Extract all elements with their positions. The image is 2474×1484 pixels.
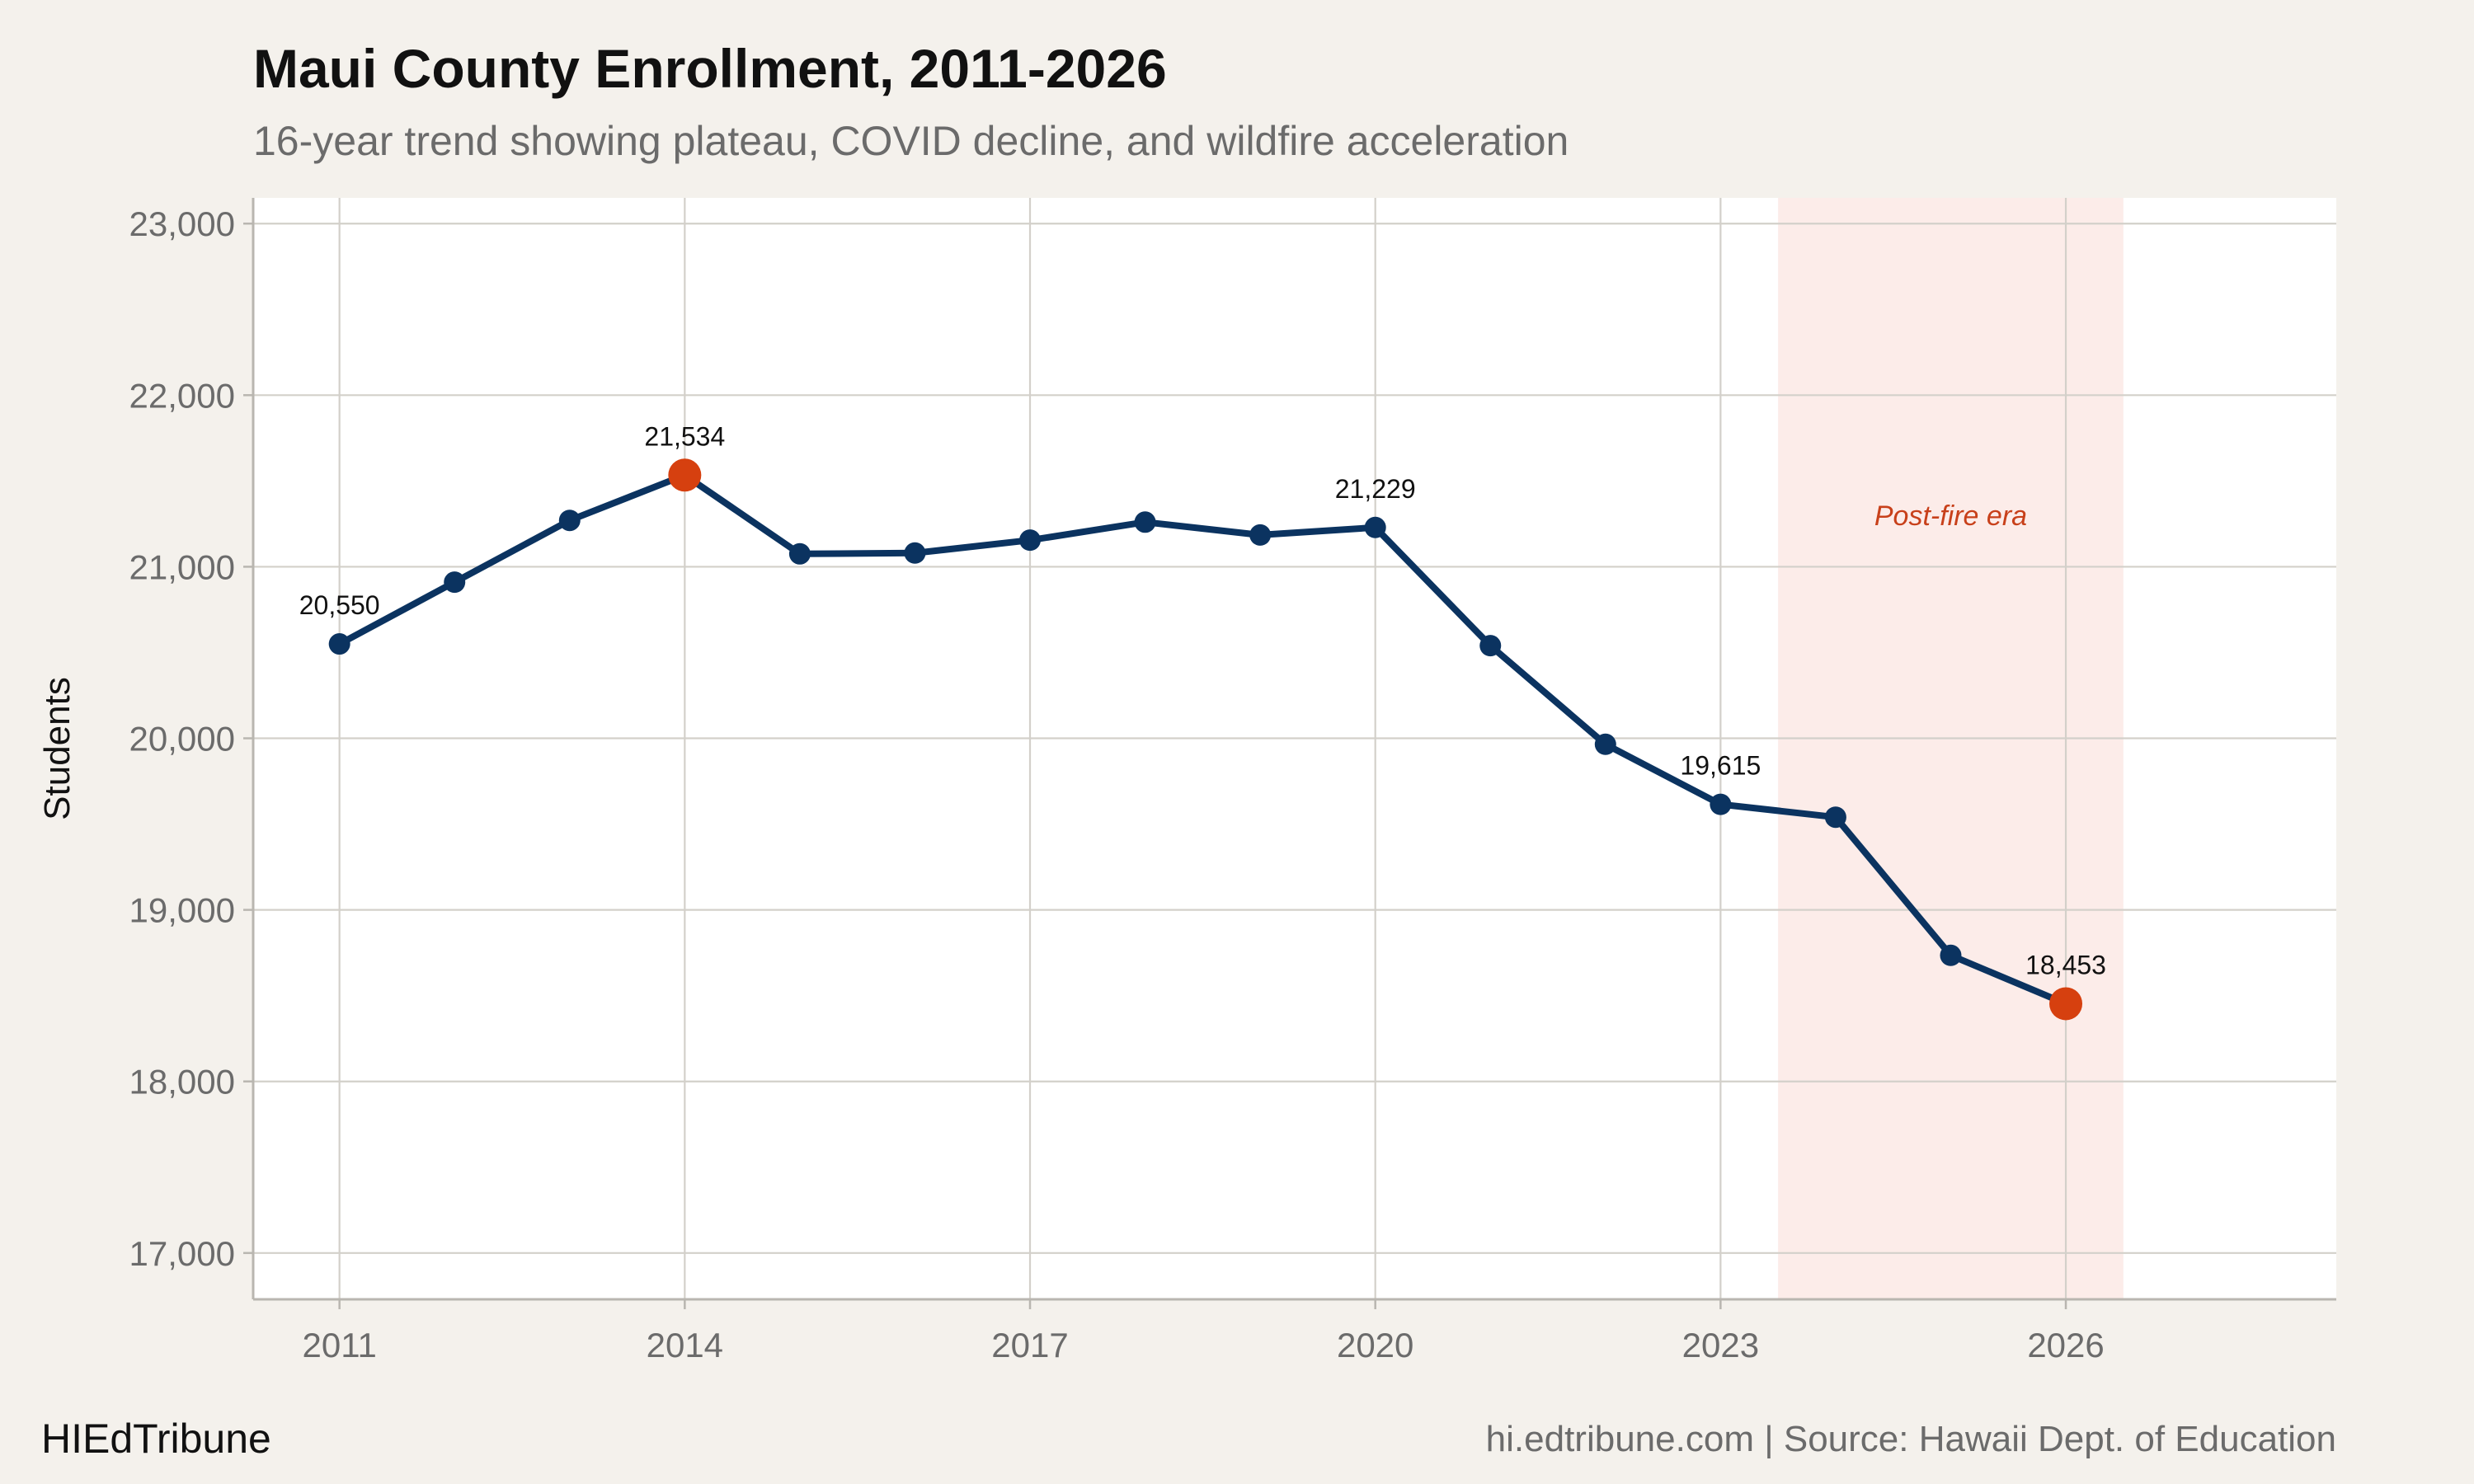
data-point: [1019, 529, 1042, 552]
chart-title: Maui County Enrollment, 2011-2026: [253, 38, 1167, 99]
y-tick-label: 21,000: [129, 547, 235, 586]
x-tick-label: 2011: [303, 1326, 377, 1364]
data-point: [328, 633, 350, 655]
y-tick-label: 23,000: [129, 204, 235, 243]
data-point: [558, 510, 581, 532]
data-label: 21,534: [644, 421, 725, 451]
y-axis-label: Students: [37, 677, 78, 820]
data-point: [1710, 793, 1732, 815]
y-tick-label: 19,000: [129, 891, 235, 930]
data-point: [1364, 516, 1386, 538]
data-point: [788, 542, 811, 565]
data-point: [444, 571, 466, 594]
source-credit: hi.edtribune.com | Source: Hawaii Dept. …: [1486, 1419, 2336, 1459]
grid-layer: [253, 198, 2336, 1299]
data-point: [1594, 733, 1616, 755]
data-point: [1940, 944, 1962, 966]
x-tick-label: 2020: [1337, 1326, 1413, 1364]
shaded-region-label: Post-fire era: [1874, 500, 2027, 532]
data-point: [1479, 635, 1502, 657]
data-label: 18,453: [2025, 950, 2106, 979]
highlight-point: [2049, 987, 2083, 1021]
x-tick-label: 2014: [647, 1326, 723, 1364]
highlight-point: [668, 458, 702, 492]
y-tick-label: 18,000: [129, 1063, 235, 1101]
y-tick-label: 20,000: [129, 720, 235, 758]
data-label: 21,229: [1335, 474, 1416, 504]
brand-name: HIEdTribune: [41, 1416, 271, 1462]
label-layer: 20,550 21,534 21,229 19,615 18,453: [299, 421, 2106, 979]
x-tick-label: 2017: [991, 1326, 1068, 1364]
x-tick-label: 2023: [1682, 1326, 1759, 1364]
tick-layer: 17,000 18,000 19,000 20,000 21,000 22,000 23,0…: [129, 204, 2105, 1364]
data-point: [1134, 511, 1156, 533]
data-label: 20,550: [299, 590, 380, 620]
data-point: [1249, 524, 1272, 546]
y-tick-label: 17,000: [129, 1234, 235, 1273]
x-tick-label: 2026: [2027, 1326, 2104, 1364]
shade-layer: [1778, 198, 2124, 1299]
data-label: 19,615: [1680, 751, 1761, 781]
series-line: [336, 472, 2069, 1007]
y-tick-label: 22,000: [129, 376, 235, 415]
shaded-region: [1778, 198, 2124, 1299]
data-point: [904, 542, 926, 564]
series-layer: [328, 458, 2083, 1021]
chart-subtitle: 16-year trend showing plateau, COVID dec…: [253, 118, 1569, 164]
data-point: [1824, 806, 1846, 829]
